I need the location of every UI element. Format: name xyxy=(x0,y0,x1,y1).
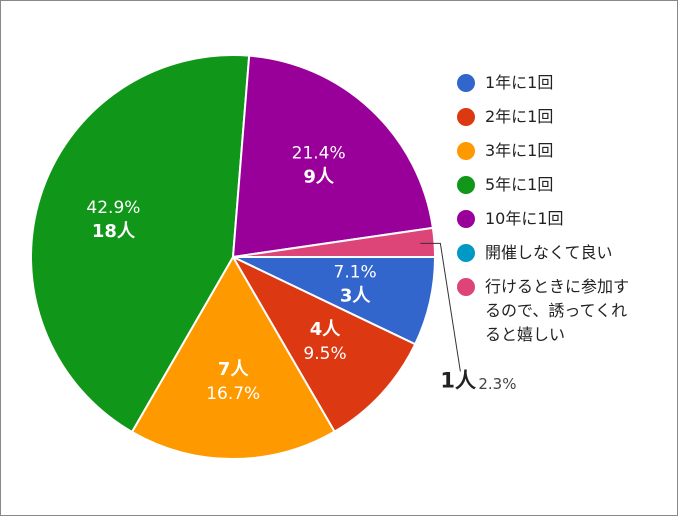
legend-label: 5年に1回 xyxy=(485,175,554,194)
pie-slice xyxy=(130,255,336,460)
legend-label: 2年に1回 xyxy=(485,107,554,126)
percent-label: 21.4% xyxy=(292,144,346,164)
legend-label: 10年に1回 xyxy=(485,209,564,228)
leader-line xyxy=(420,242,461,372)
count-label: 7人 xyxy=(218,359,250,380)
legend-swatch xyxy=(457,108,475,126)
legend-item: 開催しなくて良い xyxy=(457,241,657,265)
percent-label: 2.3% xyxy=(478,375,516,393)
count-label: 1人 xyxy=(440,368,476,392)
percent-label: 42.9% xyxy=(86,198,140,218)
count-label: 9人 xyxy=(303,167,335,188)
legend-label: 1年に1回 xyxy=(485,73,554,92)
pie-slice xyxy=(30,54,251,434)
legend-item: 3年に1回 xyxy=(457,139,657,163)
pie-slice xyxy=(232,226,437,258)
percent-label: 16.7% xyxy=(206,384,260,404)
legend-swatch xyxy=(457,176,475,194)
legend-item: 行けるときに参加するので、誘ってくれると嬉しい xyxy=(457,275,657,347)
count-label: 3人 xyxy=(340,286,372,307)
legend-item: 2年に1回 xyxy=(457,105,657,129)
legend-item: 10年に1回 xyxy=(457,207,657,231)
pie-slice xyxy=(231,54,435,259)
legend-label: 3年に1回 xyxy=(485,141,554,160)
legend-swatch xyxy=(457,210,475,228)
legend: 1年に1回 2年に1回 3年に1回 5年に1回 10年に1回開催しなくて良い行けるときに… xyxy=(457,71,657,357)
count-label: 18人 xyxy=(92,221,136,242)
legend-swatch xyxy=(457,278,475,296)
percent-label: 9.5% xyxy=(303,344,346,364)
legend-item: 5年に1回 xyxy=(457,173,657,197)
pie-slice xyxy=(230,254,417,433)
legend-swatch xyxy=(457,74,475,92)
percent-label: 7.1% xyxy=(334,263,377,283)
legend-swatch xyxy=(457,142,475,160)
count-label: 4人 xyxy=(310,319,342,340)
legend-swatch xyxy=(457,244,475,262)
legend-item: 1年に1回 xyxy=(457,71,657,95)
legend-label: 開催しなくて良い xyxy=(485,243,613,262)
legend-label: 行けるときに参加するので、誘ってくれると嬉しい xyxy=(485,277,630,344)
